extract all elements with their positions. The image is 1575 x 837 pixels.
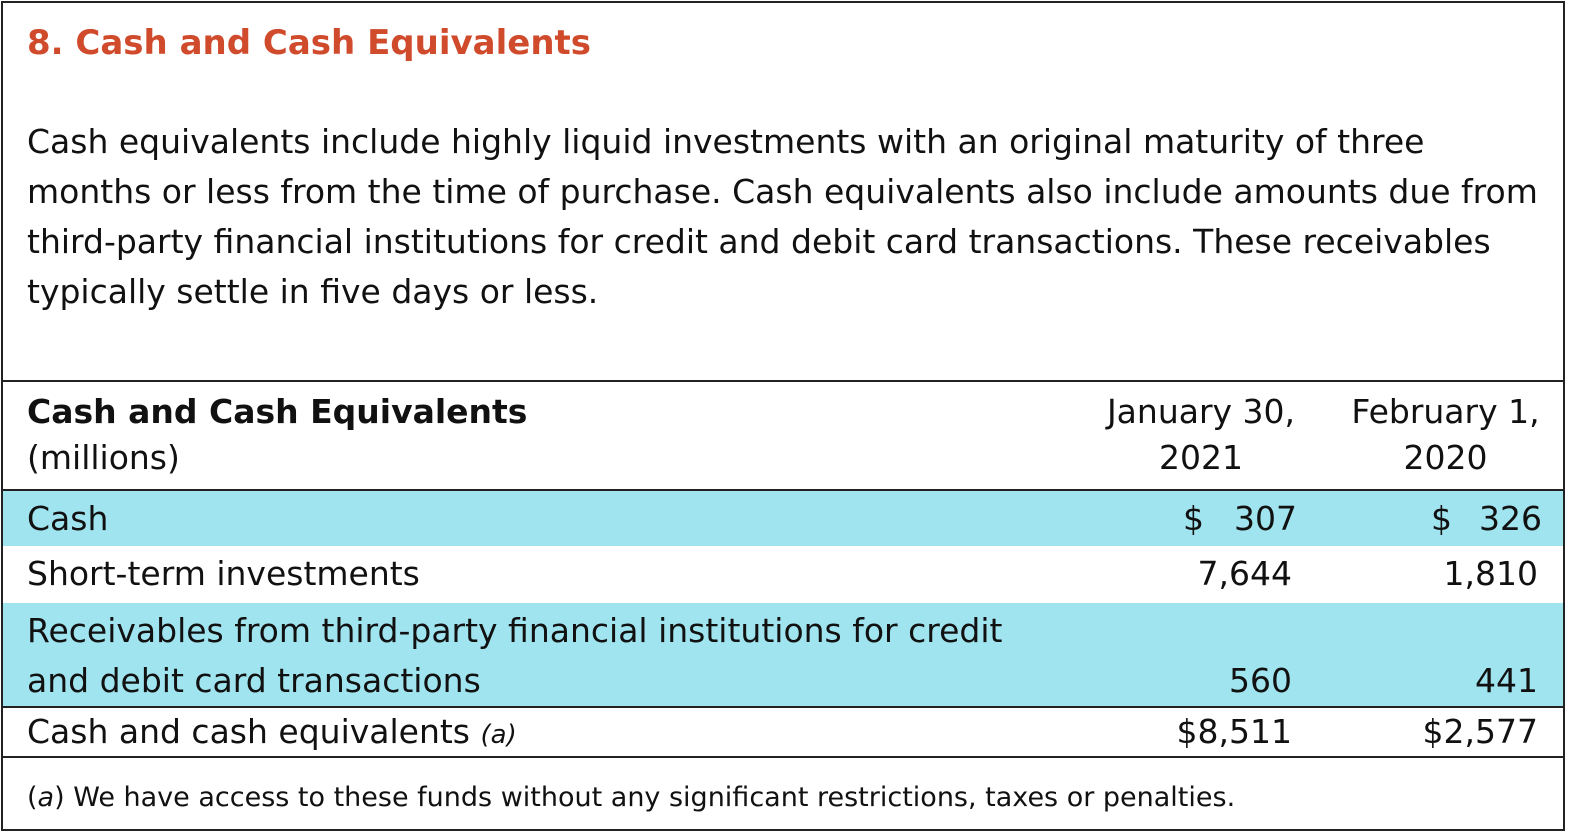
cell-total-2020: $2,577 <box>1422 712 1538 751</box>
cell-receivables-2021: 560 <box>1229 661 1292 700</box>
table-row-receivables: Receivables from third-party financial i… <box>3 603 1563 706</box>
currency-symbol: $ <box>1431 499 1452 538</box>
total-top-rule <box>3 706 1563 708</box>
column-header-2021-line1: January 30, <box>1106 392 1296 431</box>
cash-2021-value: 307 <box>1234 499 1297 538</box>
row-label-total: Cash and cash equivalents (a) <box>27 707 517 760</box>
header-bottom-rule <box>3 489 1563 491</box>
row-label-short-term-investments: Short-term investments <box>27 554 420 593</box>
note-intro-paragraph: Cash equivalents include highly liquid i… <box>27 122 1538 311</box>
row-label-receivables-line1: Receivables from third-party financial i… <box>27 611 1003 650</box>
table-title: Cash and Cash Equivalents <box>27 392 528 431</box>
column-header-2020-line1: February 1, <box>1351 392 1540 431</box>
table-top-rule <box>3 380 1563 382</box>
cell-cash-2020: $ 326 <box>1431 494 1542 544</box>
row-label-cash: Cash <box>27 499 109 538</box>
cell-short-term-2021: 7,644 <box>1197 554 1292 593</box>
total-label: Cash and cash equivalents <box>27 712 471 751</box>
cash-2020-value: 326 <box>1479 499 1542 538</box>
note-title: 8. Cash and Cash Equivalents <box>27 23 592 63</box>
column-header-2021: January 30, 2021 <box>1101 389 1301 481</box>
column-header-2021-line2: 2021 <box>1159 438 1243 477</box>
cell-cash-2021: $ 307 <box>1183 494 1297 544</box>
table-units: (millions) <box>27 438 180 477</box>
currency-symbol: $ <box>1183 499 1204 538</box>
footnote-text: ) We have access to these funds without … <box>54 782 1236 813</box>
footnote: (a) We have access to these funds withou… <box>27 778 1235 818</box>
table-row-cash: Cash $ 307 $ 326 <box>3 491 1563 546</box>
footnote-open-paren: ( <box>27 782 38 813</box>
cell-total-2021: $8,511 <box>1176 712 1292 751</box>
footnote-reference: (a) <box>480 720 517 750</box>
column-header-2020: February 1, 2020 <box>1343 389 1548 481</box>
footnote-marker: a <box>37 782 55 813</box>
cell-receivables-2020: 441 <box>1475 661 1538 700</box>
table-header-label: Cash and Cash Equivalents (millions) <box>27 389 527 481</box>
cell-short-term-2020: 1,810 <box>1443 554 1538 593</box>
column-header-2020-line2: 2020 <box>1403 438 1488 477</box>
footnote-top-rule <box>3 756 1563 758</box>
row-label-receivables-line2: and debit card transactions <box>27 661 481 700</box>
